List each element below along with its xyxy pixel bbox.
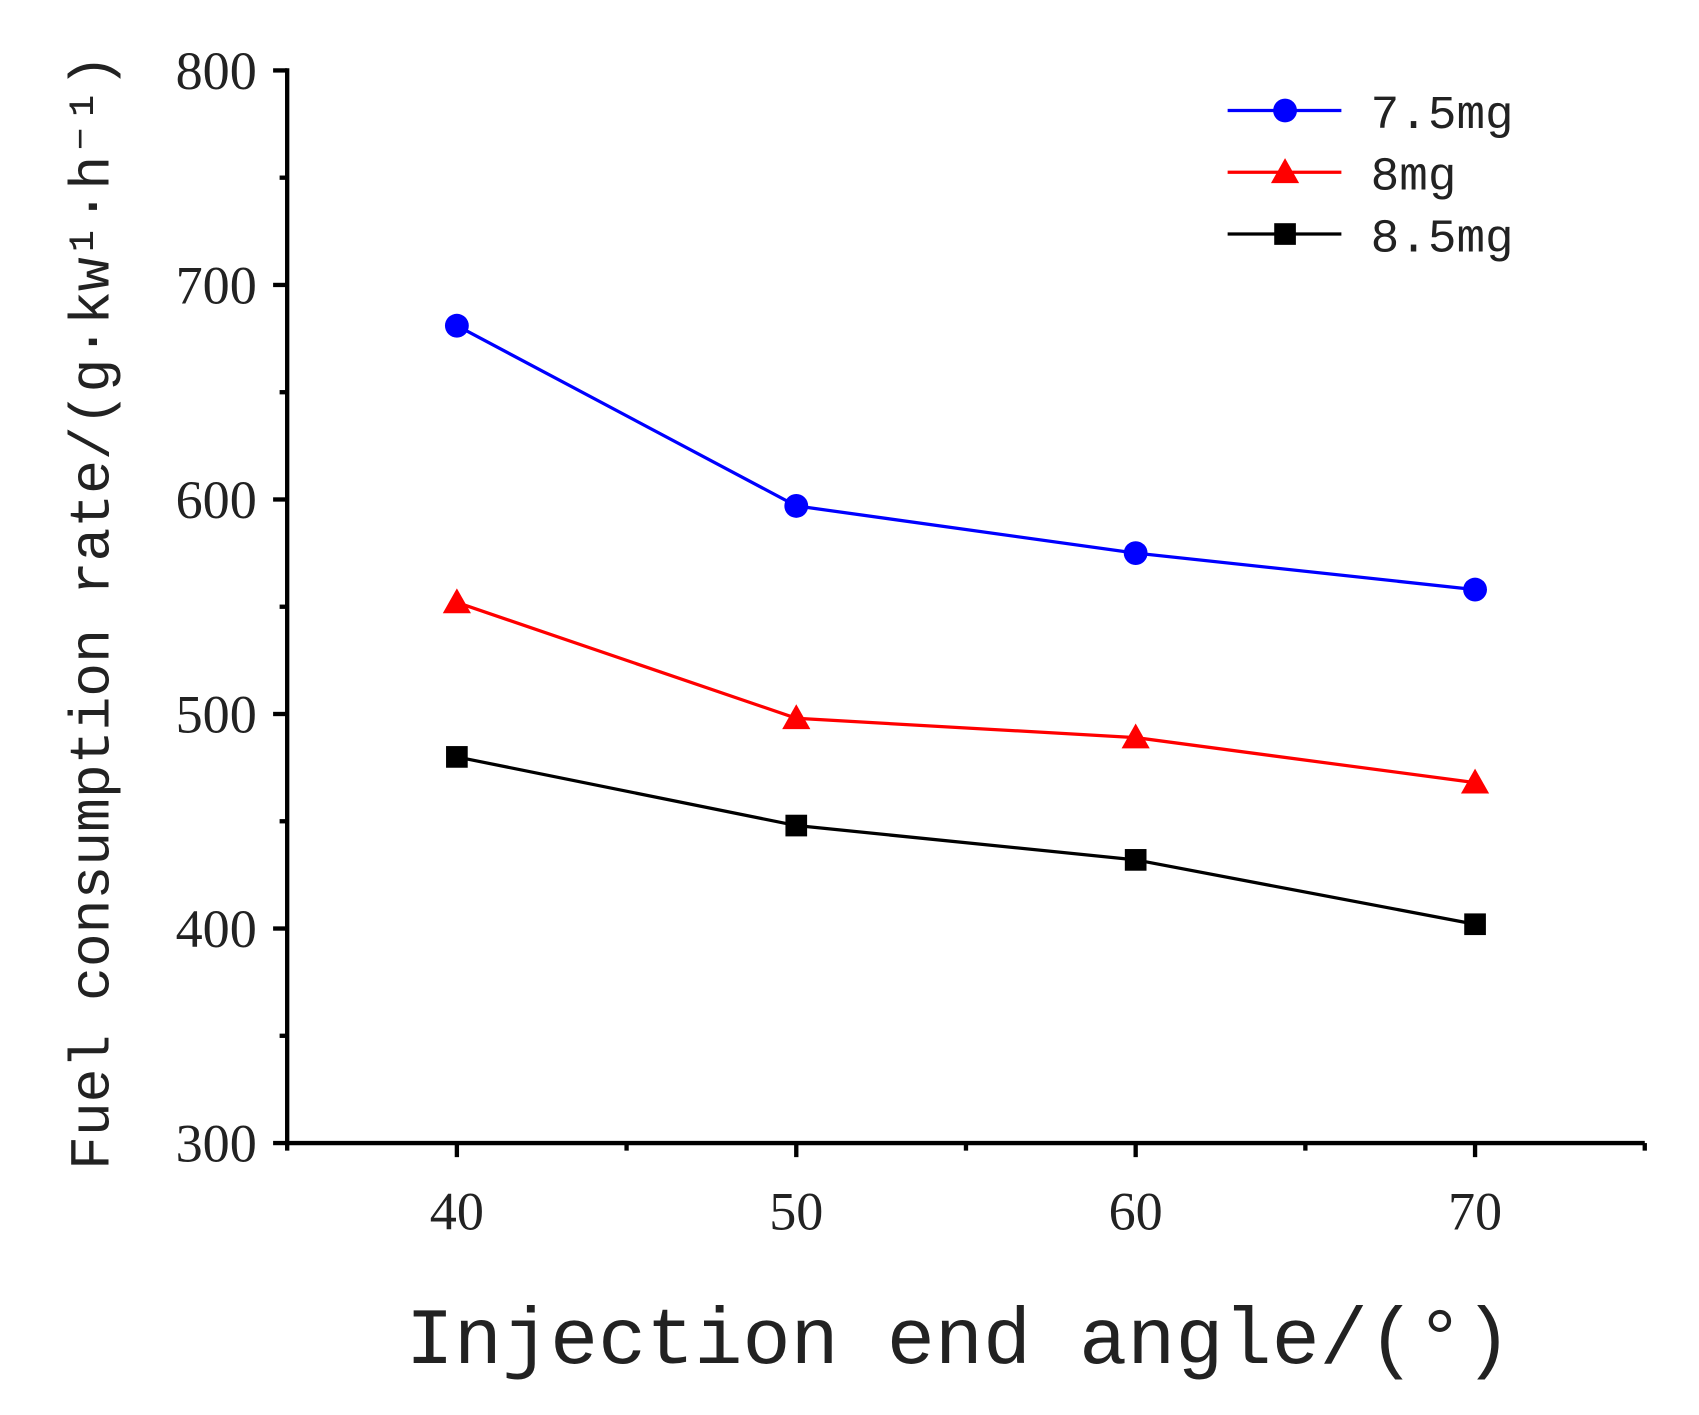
series-line (456, 755, 1476, 926)
y-axis-title: Fuel consumption rate/(g·kw¹·h⁻¹) (61, 54, 125, 1170)
y-tick-label: 600 (176, 470, 257, 530)
legend: 7.5mg 8mg 8.5mg (1227, 89, 1514, 266)
x-tick-label: 70 (1448, 1182, 1502, 1242)
triangle-marker (1270, 158, 1300, 184)
y-tick-label: 700 (176, 255, 257, 315)
square-marker (446, 746, 468, 768)
x-tick-label: 50 (769, 1182, 823, 1242)
axes: 300 400 500 600 700 800 40 50 60 70 (176, 41, 1647, 1242)
triangle-marker (1460, 768, 1490, 794)
y-tick-label: 300 (176, 1113, 257, 1173)
series-line (456, 324, 1476, 592)
square-marker (1124, 849, 1147, 871)
circle-marker (444, 313, 469, 338)
legend-label: 8mg (1371, 151, 1457, 205)
square-marker (1464, 913, 1486, 936)
x-tick-label: 40 (430, 1182, 484, 1242)
series-group (442, 313, 1490, 936)
triangle-marker (442, 588, 471, 614)
x-tick-label: 60 (1109, 1182, 1163, 1242)
x-axis-title: Injection end angle/(°) (406, 1297, 1512, 1388)
legend-item: 7.5mg (1227, 89, 1514, 143)
triangle-marker (782, 704, 811, 730)
square-marker (1274, 223, 1296, 245)
y-tick-label: 800 (176, 41, 257, 101)
square-marker (785, 814, 808, 837)
y-tick-label: 400 (176, 899, 257, 959)
circle-marker (1273, 98, 1297, 123)
legend-item: 8.5mg (1227, 212, 1514, 266)
circle-marker (1123, 541, 1148, 566)
y-tick-label: 500 (176, 684, 257, 744)
legend-label: 8.5mg (1371, 212, 1514, 266)
series-line (456, 600, 1476, 785)
series-8mg (442, 588, 1490, 794)
series-7-5mg (444, 313, 1487, 602)
circle-marker (784, 493, 809, 518)
triangle-marker (1121, 723, 1150, 749)
legend-item: 8mg (1227, 151, 1457, 205)
circle-marker (1463, 577, 1487, 602)
legend-label: 7.5mg (1371, 89, 1514, 143)
series-8-5mg (446, 746, 1486, 936)
